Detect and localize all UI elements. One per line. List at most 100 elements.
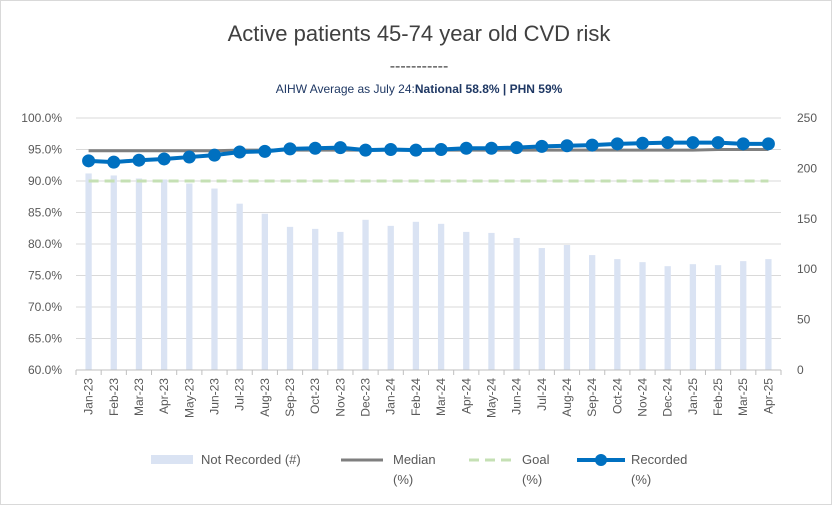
chart-subtitle: AIHW Average as July 24:National 58.8% |… [276,82,563,96]
y-right-tick-label: 50 [797,313,811,327]
recorded-marker [585,138,599,152]
x-tick-label: Dec-23 [359,378,373,417]
y-right-tick-label: 100 [797,262,817,276]
x-tick-label: Nov-24 [636,378,650,417]
recorded-marker [434,143,448,156]
recorded-marker [560,139,574,153]
legend-label-median-unit: (%) [393,472,413,487]
not-recorded-bar [740,261,747,370]
subtitle-highlight: National 58.8% | PHN 59% [415,82,563,96]
recorded-marker [258,144,272,158]
x-tick-label: Jul-23 [233,378,247,411]
not-recorded-bar [261,213,268,370]
x-tick-label: Oct-23 [308,378,322,414]
not-recorded-bar [412,221,420,370]
x-tick-label: Jan-24 [384,378,398,415]
recorded-marker [535,139,549,153]
x-tick-label: Sep-24 [585,378,599,417]
recorded-marker [636,136,650,150]
legend-label-goal-unit: (%) [522,472,542,487]
recorded-marker [283,142,297,156]
y-right-tick-label: 150 [797,212,817,226]
legend-label-median: Median [393,452,436,467]
recorded-marker [711,136,725,150]
x-tick-label: Jul-24 [535,378,549,411]
not-recorded-bar [563,245,571,370]
legend-label-goal: Goal [522,452,550,467]
recorded-marker [459,141,473,155]
legend: Not Recorded (#) Median (%) Goal (%) Recorded… [151,452,687,487]
x-tick-label: May-24 [484,378,498,418]
y-left-tick-label: 75.0% [28,269,62,283]
y-right-tick-label: 0 [797,363,804,377]
not-recorded-bar [286,226,294,370]
axes: 60.0% 65.0% 70.0% 75.0% 80.0% 85.0% 90.0% 95.0%… [21,111,817,418]
recorded-marker [409,143,423,157]
x-tick-label: Apr-23 [157,378,171,414]
not-recorded-bar [110,175,117,370]
y-left-tick-label: 70.0% [28,300,62,314]
x-tick-label: Jun-23 [207,378,221,415]
not-recorded-bar [664,266,671,370]
x-tick-label: Jun-24 [510,378,524,415]
subtitle-prefix: AIHW Average as July 24: [276,82,415,96]
y-left-tick-label: 60.0% [28,363,62,377]
not-recorded-bar [211,188,218,370]
y-right-tick-label: 250 [797,111,817,125]
not-recorded-bar [387,225,394,370]
x-tick-label: Nov-23 [333,378,347,417]
y-right-tick-label: 200 [797,161,817,175]
x-tick-label: Feb-24 [409,378,423,416]
y-left-tick-label: 85.0% [28,206,62,220]
not-recorded-bar [362,219,369,370]
recorded-marker [333,141,347,155]
recorded-marker [510,141,524,155]
legend-label-recorded-unit: (%) [631,472,651,487]
not-recorded-bar [639,262,646,370]
x-tick-label: Oct-24 [610,378,624,414]
not-recorded-bar [337,231,344,370]
x-tick-label: Apr-24 [459,378,473,414]
legend-swatch-not-recorded [151,455,193,464]
x-tick-label: Feb-23 [107,378,121,416]
recorded-marker [484,141,498,155]
x-tick-label: Sep-23 [283,378,297,417]
not-recorded-bar [513,237,520,370]
x-tick-label: Mar-24 [434,378,448,416]
recorded-marker [761,137,775,151]
y-left-tick-label: 90.0% [28,174,62,188]
x-tick-label: Apr-25 [761,378,775,414]
not-recorded-bar [135,178,143,370]
y-left-tick-label: 100.0% [21,111,62,125]
y-left-tick-label: 95.0% [28,143,62,157]
recorded-marker [610,137,624,151]
x-tick-label: Mar-25 [736,378,750,416]
not-recorded-bar [312,228,319,370]
x-tick-label: Jan-25 [686,378,700,415]
recorded-marker [82,154,96,168]
not-recorded-bar [689,264,697,370]
recorded-marker [359,143,373,157]
recorded-marker [686,136,700,150]
recorded-marker [182,150,196,164]
recorded-marker [207,148,221,162]
not-recorded-bar [236,203,243,370]
recorded-marker [233,145,247,159]
not-recorded-bar [488,232,495,370]
chart-title: Active patients 45-74 year old CVD risk [228,21,612,46]
not-recorded-bar [589,255,596,370]
legend-label-not-recorded: Not Recorded (#) [201,452,301,467]
not-recorded-bar [765,259,772,370]
x-tick-label: Aug-23 [258,378,272,417]
recorded-marker [661,136,675,150]
x-tick-label: Mar-23 [132,378,146,416]
recorded-marker [107,155,121,169]
not-recorded-bar [614,259,621,370]
recorded-marker [132,153,146,167]
not-recorded-bar [463,231,470,370]
not-recorded-bar [85,173,92,370]
x-tick-label: Feb-25 [711,378,725,416]
not-recorded-bars [85,173,772,370]
